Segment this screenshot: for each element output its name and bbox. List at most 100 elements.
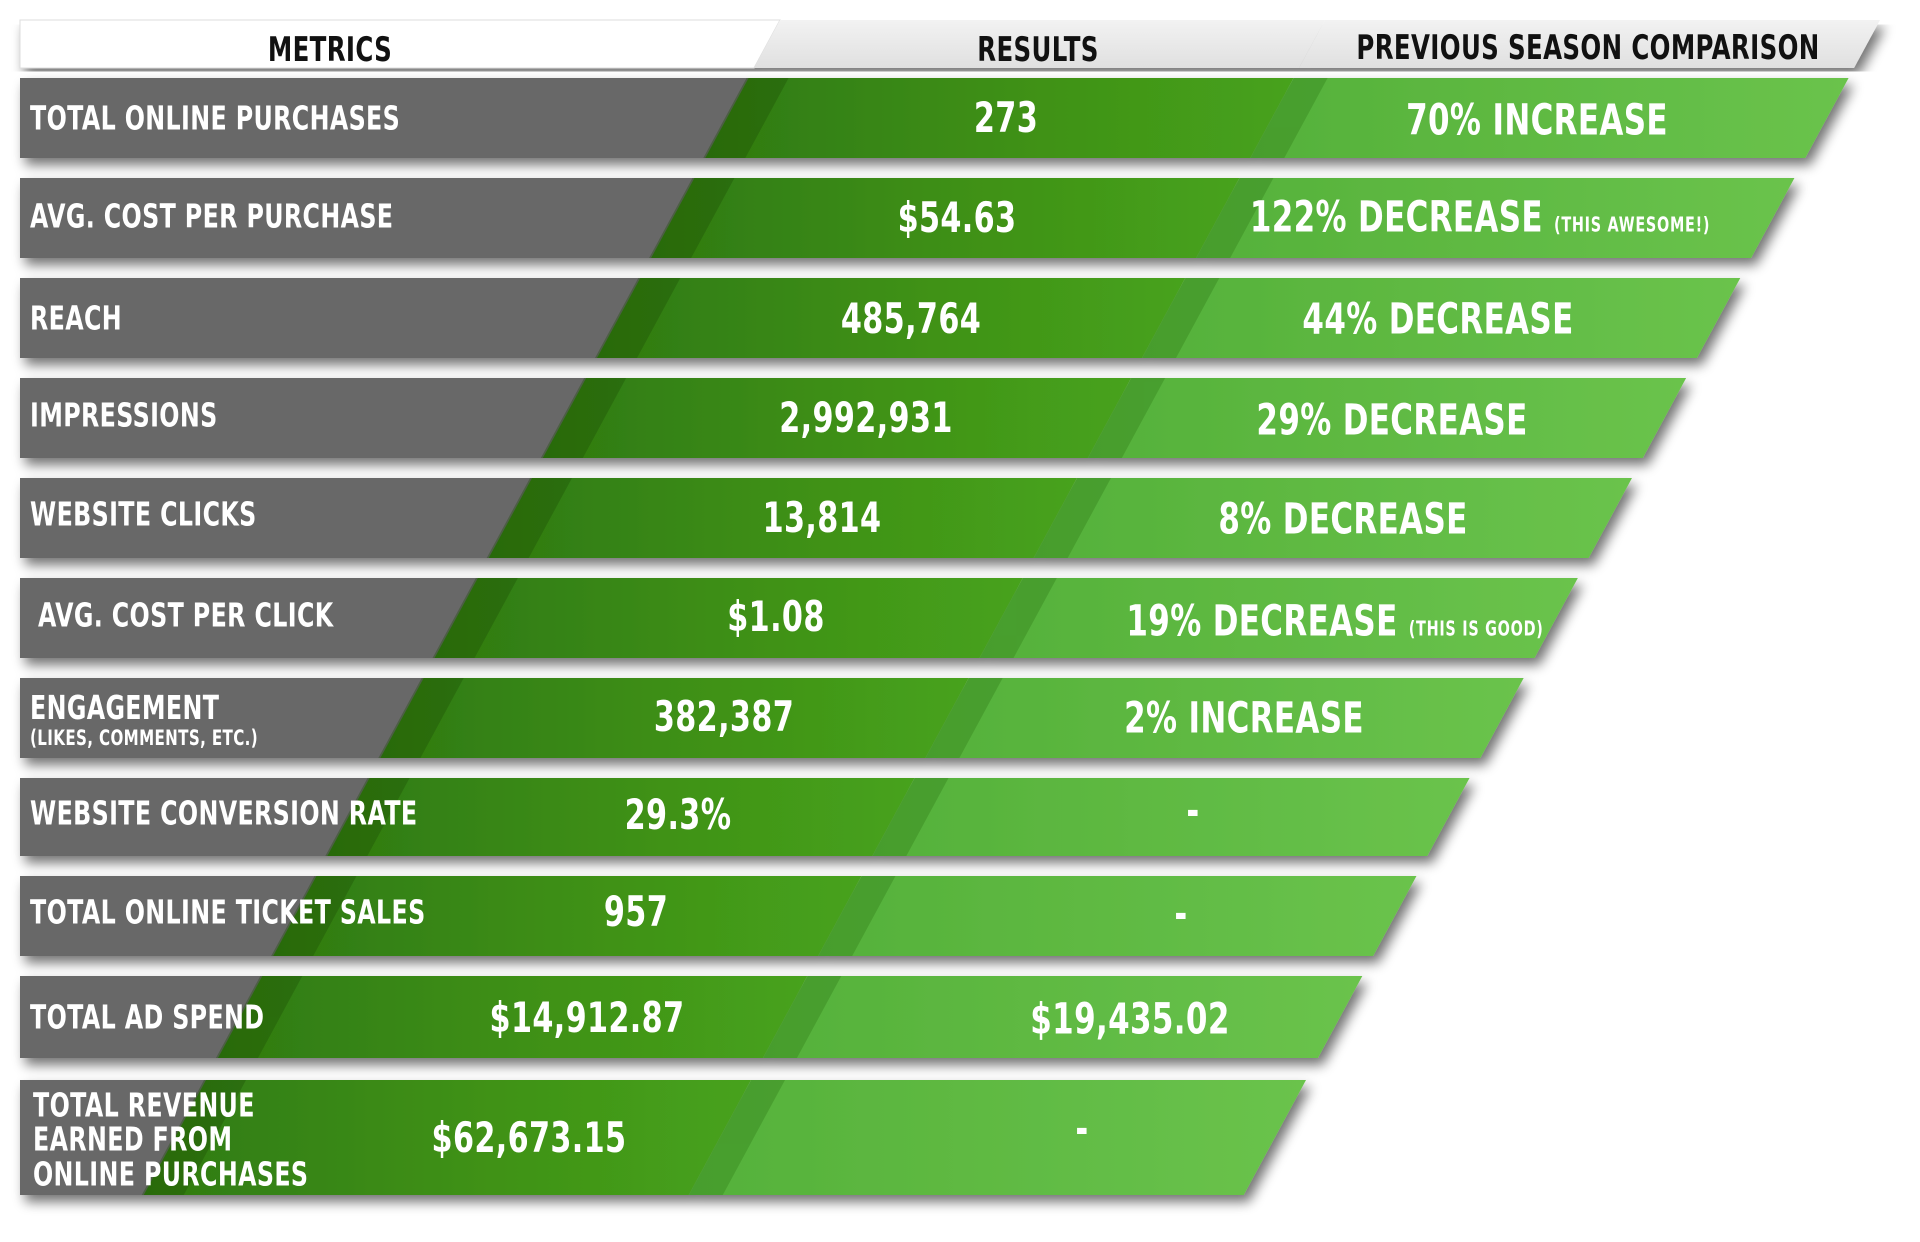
seam-shadow [215, 976, 303, 1058]
result-cell [651, 178, 1240, 258]
comparison-cell [1087, 378, 1687, 458]
metric-label: WEBSITE CLICKS [30, 494, 257, 534]
header-metrics: METRICS [267, 30, 393, 70]
metric-label: ENGAGEMENT (LIKES, COMMENTS, ETC.) [30, 691, 258, 749]
seam-shadow [925, 678, 1003, 758]
comparison-cell [688, 1080, 1307, 1195]
metric-label: TOTAL REVENUE EARNED FROM ONLINE PURCHAS… [33, 1085, 309, 1194]
result-cell [434, 578, 1023, 658]
result-cell [217, 976, 808, 1058]
metric-label: WEBSITE CONVERSION RATE [30, 793, 418, 833]
comparison-value: 122% DECREASE (THIS AWESOME!) [1250, 196, 1711, 240]
result-value: 29.3% [624, 790, 732, 839]
seam-shadow [872, 778, 949, 856]
metric-label: TOTAL ONLINE TICKET SALES [30, 892, 426, 932]
seam-shadow [486, 478, 572, 558]
comparison-value: - [1075, 1104, 1089, 1155]
seam-shadow [1033, 478, 1111, 558]
comparison-cell [1250, 78, 1849, 158]
comparison-cell [872, 778, 1470, 856]
header-comparison-cell [1299, 20, 1880, 68]
result-value: $54.63 [897, 193, 1017, 242]
result-cell [542, 378, 1132, 458]
comparison-cell [925, 678, 1524, 758]
header-results: RESULTS [977, 30, 1099, 70]
seam-shadow [762, 976, 842, 1058]
header-comparison: PREVIOUS SEASON COMPARISON [1356, 28, 1820, 68]
comparison-value: - [1186, 786, 1200, 837]
seam-shadow [1141, 278, 1220, 358]
comparison-note: (THIS IS GOOD) [1408, 616, 1544, 641]
result-value: 957 [603, 887, 669, 936]
seam-shadow [688, 1080, 786, 1195]
result-cell [327, 778, 915, 856]
comparison-cell [818, 876, 1417, 956]
result-value: 2,992,931 [779, 393, 953, 442]
comparison-value: 44% DECREASE [1302, 294, 1574, 345]
header-results-cell [754, 20, 1325, 68]
seam-shadow [325, 778, 410, 856]
result-value: 382,387 [653, 692, 795, 741]
comparison-main: 122% DECREASE [1249, 192, 1543, 243]
comparison-main: 19% DECREASE [1126, 596, 1398, 647]
metric-cell [20, 478, 568, 558]
comparison-cell [1196, 178, 1795, 258]
metric-cell [20, 778, 416, 856]
result-cell [273, 876, 862, 956]
seam-shadow [432, 578, 518, 658]
comparison-cell [1033, 478, 1632, 558]
comparison-cell [762, 976, 1363, 1058]
header-metrics-cell [19, 19, 781, 69]
metric-label: TOTAL ONLINE PURCHASES [30, 98, 401, 138]
result-value: 273 [973, 93, 1039, 142]
seam-shadow [540, 378, 627, 458]
seam-shadow [818, 876, 896, 956]
result-cell [596, 278, 1186, 358]
result-cell [705, 78, 1294, 158]
comparison-note: (THIS AWESOME!) [1554, 212, 1711, 237]
metric-label: TOTAL AD SPEND [30, 997, 265, 1037]
seam-shadow [378, 678, 464, 758]
seam-shadow [1087, 378, 1166, 458]
metric-cell [20, 78, 760, 158]
comparison-value: 8% DECREASE [1218, 494, 1468, 545]
metric-line: EARNED FROM [33, 1119, 233, 1159]
metric-cell [20, 678, 480, 758]
result-value: 13,814 [762, 493, 882, 542]
metric-main: ENGAGEMENT [30, 688, 220, 727]
seam-shadow [703, 78, 789, 158]
seam-shadow [1196, 178, 1274, 258]
metric-label: AVG. COST PER CLICK [38, 595, 334, 635]
result-value: $62,673.15 [431, 1113, 627, 1162]
metric-label: AVG. COST PER PURCHASE [30, 196, 394, 236]
result-cell [380, 678, 969, 758]
metric-label: REACH [30, 298, 123, 338]
metric-cell [20, 178, 712, 258]
comparison-value: 70% INCREASE [1406, 95, 1668, 146]
comparison-value: 29% DECREASE [1256, 395, 1528, 446]
comparison-value: 19% DECREASE (THIS IS GOOD) [1126, 600, 1544, 644]
result-value: $14,912.87 [489, 993, 685, 1042]
metric-cell [20, 578, 530, 658]
comparison-value: - [1174, 889, 1188, 940]
seam-shadow [1250, 78, 1328, 158]
metric-cell [20, 378, 620, 458]
metric-label: IMPRESSIONS [30, 395, 218, 435]
comparison-cell [979, 578, 1578, 658]
result-cell [488, 478, 1077, 558]
result-value: $1.08 [727, 592, 825, 641]
seam-shadow [271, 876, 357, 956]
result-value: 485,764 [840, 294, 982, 343]
metric-line: TOTAL REVENUE [33, 1085, 255, 1125]
result-cell [143, 1080, 752, 1195]
seam-shadow [141, 1080, 247, 1195]
comparison-cell [1141, 278, 1741, 358]
metric-note: (LIKES, COMMENTS, ETC.) [30, 726, 259, 750]
comparison-value: 2% INCREASE [1124, 693, 1364, 744]
seam-shadow [594, 278, 681, 358]
comparison-value: $19,435.02 [1030, 994, 1230, 1045]
seam-shadow [979, 578, 1057, 658]
seam-shadow [649, 178, 735, 258]
metric-line: ONLINE PURCHASES [33, 1154, 309, 1194]
